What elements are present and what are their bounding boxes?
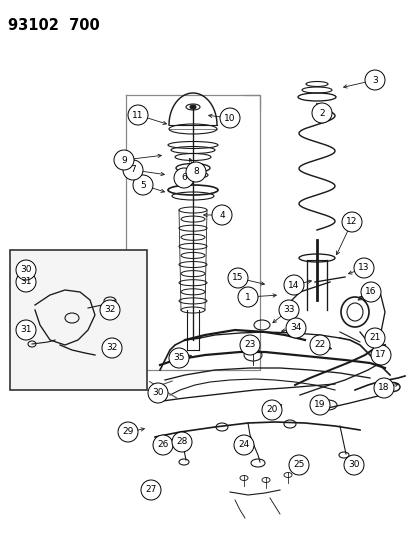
Text: 12: 12 bbox=[346, 217, 357, 227]
Circle shape bbox=[373, 378, 393, 398]
Text: 31: 31 bbox=[20, 278, 32, 287]
Text: 93102  700: 93102 700 bbox=[8, 18, 100, 33]
Text: 32: 32 bbox=[104, 305, 115, 314]
Text: 25: 25 bbox=[292, 461, 304, 470]
Circle shape bbox=[370, 345, 390, 365]
Text: 2: 2 bbox=[318, 109, 324, 117]
Circle shape bbox=[309, 395, 329, 415]
Circle shape bbox=[311, 103, 331, 123]
Text: 26: 26 bbox=[157, 440, 168, 449]
Text: 1: 1 bbox=[244, 293, 250, 302]
Circle shape bbox=[153, 435, 173, 455]
Text: 30: 30 bbox=[347, 461, 359, 470]
Text: 35: 35 bbox=[173, 353, 184, 362]
Text: 30: 30 bbox=[152, 389, 164, 398]
Circle shape bbox=[228, 268, 247, 288]
Ellipse shape bbox=[190, 105, 195, 109]
Circle shape bbox=[360, 282, 380, 302]
Circle shape bbox=[147, 383, 168, 403]
Text: 30: 30 bbox=[20, 265, 32, 274]
Text: 10: 10 bbox=[224, 114, 235, 123]
Text: 32: 32 bbox=[106, 343, 117, 352]
Circle shape bbox=[173, 168, 194, 188]
Circle shape bbox=[341, 212, 361, 232]
Text: 33: 33 bbox=[282, 305, 294, 314]
Text: 28: 28 bbox=[176, 438, 187, 447]
Circle shape bbox=[343, 455, 363, 475]
Circle shape bbox=[219, 108, 240, 128]
Bar bbox=[10, 250, 147, 390]
Text: 18: 18 bbox=[377, 384, 389, 392]
Circle shape bbox=[169, 348, 189, 368]
Text: 8: 8 bbox=[192, 167, 198, 176]
Circle shape bbox=[171, 432, 192, 452]
Text: 24: 24 bbox=[238, 440, 249, 449]
Circle shape bbox=[114, 150, 134, 170]
Circle shape bbox=[118, 422, 138, 442]
Text: 11: 11 bbox=[132, 110, 143, 119]
Circle shape bbox=[240, 335, 259, 355]
Text: 3: 3 bbox=[371, 76, 377, 85]
Circle shape bbox=[364, 328, 384, 348]
Text: 34: 34 bbox=[290, 324, 301, 333]
Text: 14: 14 bbox=[287, 280, 299, 289]
Circle shape bbox=[16, 320, 36, 340]
Text: 17: 17 bbox=[374, 351, 386, 359]
Text: 21: 21 bbox=[368, 334, 380, 343]
Circle shape bbox=[288, 455, 308, 475]
Text: 23: 23 bbox=[244, 341, 255, 350]
Text: 6: 6 bbox=[181, 174, 186, 182]
Circle shape bbox=[185, 162, 206, 182]
Circle shape bbox=[128, 105, 147, 125]
Circle shape bbox=[233, 435, 254, 455]
Text: 4: 4 bbox=[218, 211, 224, 220]
Text: 29: 29 bbox=[122, 427, 133, 437]
Circle shape bbox=[102, 338, 122, 358]
Circle shape bbox=[123, 160, 142, 180]
Circle shape bbox=[353, 258, 373, 278]
Circle shape bbox=[237, 287, 257, 307]
Text: 20: 20 bbox=[266, 406, 277, 415]
Circle shape bbox=[285, 318, 305, 338]
Text: 16: 16 bbox=[364, 287, 376, 296]
Text: 15: 15 bbox=[232, 273, 243, 282]
Circle shape bbox=[16, 260, 36, 280]
Circle shape bbox=[364, 70, 384, 90]
Circle shape bbox=[283, 275, 303, 295]
Text: 27: 27 bbox=[145, 486, 156, 495]
Circle shape bbox=[309, 335, 329, 355]
Text: 13: 13 bbox=[357, 263, 369, 272]
Circle shape bbox=[211, 205, 231, 225]
Text: 31: 31 bbox=[20, 326, 32, 335]
Text: 7: 7 bbox=[130, 166, 135, 174]
Text: 22: 22 bbox=[313, 341, 325, 350]
Circle shape bbox=[16, 272, 36, 292]
Circle shape bbox=[278, 300, 298, 320]
Circle shape bbox=[141, 480, 161, 500]
Text: 19: 19 bbox=[313, 400, 325, 409]
Text: 9: 9 bbox=[121, 156, 126, 165]
Circle shape bbox=[261, 400, 281, 420]
Circle shape bbox=[133, 175, 153, 195]
Text: 5: 5 bbox=[140, 181, 145, 190]
Circle shape bbox=[100, 300, 120, 320]
